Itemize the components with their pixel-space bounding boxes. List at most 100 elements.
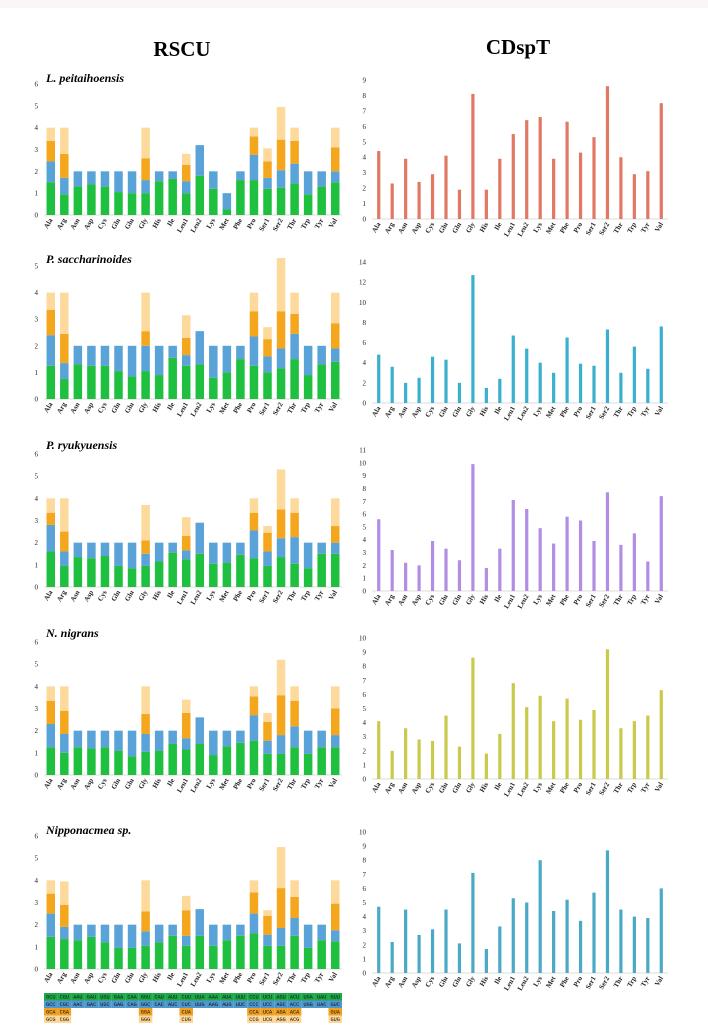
rscu-bar-segment	[181, 738, 191, 750]
rscu-y-tick: 5	[35, 263, 39, 271]
rscu-category-label: Gly	[137, 217, 150, 231]
rscu-category-label: Met	[218, 216, 231, 231]
cdspt-y-tick: 10	[359, 299, 367, 307]
cdspt-category-label: Ala	[370, 593, 382, 607]
cdspt-bar	[619, 909, 623, 973]
rscu-bar-segment	[87, 936, 96, 969]
rscu-bar-segment	[141, 931, 150, 946]
rscu-bar-segment	[236, 924, 245, 936]
cdspt-bar	[457, 746, 462, 779]
cdspt-category-label: Leu2	[516, 593, 531, 611]
cdspt-category-label: Tyr	[639, 975, 651, 988]
codon-label: CUC	[182, 1002, 191, 1008]
rscu-category-label: Trp	[299, 401, 312, 415]
rscu-bar-segment	[236, 345, 245, 360]
codon-label: UUC	[236, 1002, 245, 1008]
cdspt-y-tick: 9	[363, 472, 367, 480]
cdspt-category-label: Leu2	[516, 405, 531, 423]
rscu-bar-segment	[290, 686, 299, 701]
top-strip	[0, 0, 708, 8]
rscu-y-tick: 1	[35, 749, 39, 757]
cdspt-bar	[565, 337, 569, 403]
codon-label: UUG	[195, 1002, 204, 1008]
rscu-category-label: Glu	[123, 589, 136, 603]
rscu-bar-segment	[249, 311, 259, 337]
cdspt-bar	[430, 541, 435, 591]
rscu-bar-segment	[141, 331, 150, 346]
rscu-bar-segment	[154, 375, 164, 399]
rscu-bar-segment	[141, 751, 150, 775]
rscu-bar-segment	[114, 565, 123, 587]
rscu-y-tick: 0	[35, 396, 39, 404]
cdspt-y-tick: 7	[363, 498, 367, 506]
cdspt-bar	[525, 120, 529, 219]
rscu-bar-segment	[60, 939, 69, 969]
rscu-bar-segment	[100, 730, 110, 748]
cdspt-category-label: Ile	[493, 781, 504, 792]
codon-cell	[206, 1000, 221, 1008]
rscu-bar-segment	[141, 371, 150, 399]
rscu-y-tick: 3	[35, 316, 39, 324]
rscu-bar-segment	[141, 540, 150, 554]
rscu-category-label: Asp	[82, 777, 95, 791]
rscu-bar-segment	[263, 372, 272, 399]
rscu-bar-segment	[290, 498, 299, 513]
rscu-category-label: Ser1	[257, 401, 271, 417]
rscu-bar-segment	[263, 740, 272, 754]
codon-label: CUU	[182, 995, 191, 1001]
cdspt-category-label: Trp	[626, 221, 639, 235]
rscu-bar-segment	[330, 735, 340, 748]
rscu-bar-segment	[263, 753, 272, 775]
cdspt-category-label: Ser2	[597, 221, 611, 237]
rscu-category-label: Lys	[205, 589, 217, 602]
cdspt-category-label: Met	[544, 220, 557, 235]
rscu-category-label: Leu2	[189, 589, 204, 607]
rscu-category-label: Trp	[299, 589, 312, 603]
rscu-bar-segment	[249, 933, 259, 969]
codon-cell	[247, 1000, 261, 1008]
cdspt-category-label: Cys	[424, 781, 437, 795]
rscu-category-label: Asp	[82, 589, 95, 603]
rscu-bar-segment	[127, 171, 137, 194]
rscu-bar-segment	[141, 733, 150, 752]
cdspt-bar	[565, 698, 569, 779]
rscu-category-label: Leu2	[189, 971, 204, 989]
rscu-bar-segment	[46, 365, 56, 399]
cdspt-category-label: Gln	[451, 781, 464, 795]
rscu-bar-segment	[330, 941, 340, 969]
cdspt-y-tick: 0	[363, 216, 367, 224]
codon-label: GAC	[87, 1002, 96, 1008]
cdspt-bar	[619, 728, 623, 779]
cdspt-category-label: Lys	[532, 781, 544, 794]
codon-label: CAG	[127, 1002, 136, 1008]
codon-label: GCC	[46, 1002, 55, 1008]
cdspt-bar	[578, 920, 583, 973]
cdspt-y-tick: 8	[363, 857, 367, 865]
codon-cell	[44, 1008, 58, 1016]
codon-cell	[328, 1015, 342, 1023]
codon-label: UAC	[317, 1002, 326, 1008]
rscu-bar-segment	[127, 568, 137, 587]
rscu-category-label: Met	[218, 400, 231, 415]
rscu-bar-segment	[195, 909, 205, 936]
cdspt-category-label: His	[478, 405, 490, 418]
rscu-bar-segment	[317, 364, 326, 399]
rscu-category-label: Phe	[232, 217, 245, 231]
rscu-bar-segment	[60, 292, 69, 334]
codon-cell	[206, 993, 221, 1001]
codon-cell	[287, 1008, 302, 1016]
codon-label: GAA	[114, 995, 124, 1001]
cdspt-bar	[484, 189, 488, 219]
rscu-bar-segment	[127, 730, 137, 757]
rscu-category-label: Arg	[55, 777, 68, 792]
rscu-bar-segment	[60, 498, 69, 532]
codon-cell	[287, 1000, 302, 1008]
rscu-category-label: Ser1	[257, 971, 271, 987]
codon-cell	[152, 1000, 166, 1008]
rscu-bar-segment	[141, 686, 150, 715]
rscu-bar-segment	[290, 726, 299, 748]
cdspt-category-label: Arg	[383, 221, 396, 236]
codon-label: AUA	[222, 995, 232, 1001]
rscu-bar-segment	[46, 551, 56, 587]
rscu-bar-segment	[330, 127, 340, 148]
